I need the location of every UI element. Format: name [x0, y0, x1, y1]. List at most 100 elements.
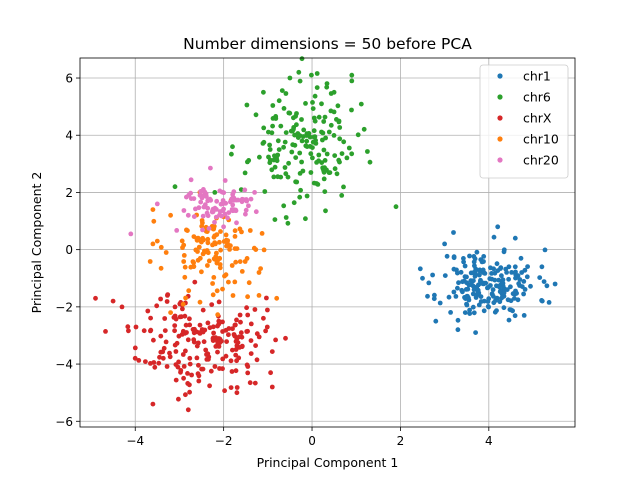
legend-marker-chr6 [497, 94, 503, 100]
data-point [491, 300, 497, 306]
data-point [268, 370, 273, 376]
data-point [501, 247, 507, 253]
data-point [316, 152, 322, 158]
data-point [222, 178, 228, 183]
data-point [210, 242, 215, 248]
data-point [229, 263, 235, 268]
data-point [158, 333, 164, 339]
data-point [176, 333, 182, 339]
data-point [283, 215, 289, 220]
data-point [243, 207, 249, 213]
data-point [215, 349, 220, 355]
data-point [294, 122, 299, 128]
data-point [464, 301, 469, 307]
data-point [281, 203, 287, 209]
data-point [261, 315, 266, 321]
data-point [475, 287, 481, 293]
data-point [173, 377, 179, 383]
data-point [476, 282, 481, 288]
data-point [310, 106, 316, 111]
data-point [467, 307, 472, 313]
data-point [207, 325, 213, 331]
series-chr1 [417, 224, 558, 335]
data-point [221, 206, 227, 212]
data-point [204, 352, 209, 357]
data-point [164, 364, 170, 369]
data-point [339, 151, 345, 157]
data-point [222, 211, 228, 217]
data-point [458, 269, 464, 275]
data-point [229, 369, 235, 374]
data-point [158, 244, 164, 250]
data-point [358, 101, 364, 107]
data-point [187, 322, 193, 328]
data-point [476, 272, 482, 278]
data-point [430, 272, 435, 278]
data-point [486, 296, 492, 302]
data-point [217, 188, 223, 194]
y-tick-label: −2 [55, 300, 73, 314]
data-point [214, 198, 220, 204]
data-point [521, 313, 527, 318]
data-point [505, 297, 511, 303]
data-point [217, 209, 223, 214]
data-point [417, 266, 423, 272]
data-point [152, 364, 158, 370]
data-point [205, 250, 211, 256]
data-point [270, 123, 275, 129]
data-point [367, 159, 373, 165]
data-point [198, 189, 204, 194]
data-point [242, 259, 248, 264]
data-point [304, 193, 310, 199]
data-point [205, 236, 211, 242]
legend: chr1 chr6 chrX chr10 chr20 [479, 64, 569, 179]
data-point [321, 147, 327, 153]
data-point [246, 280, 252, 286]
data-point [462, 310, 468, 315]
data-point [232, 228, 238, 234]
data-point [491, 234, 497, 240]
data-point [420, 275, 425, 281]
data-point [492, 270, 498, 276]
data-point [310, 100, 315, 105]
data-point [269, 130, 275, 136]
data-point [211, 234, 217, 240]
data-point [230, 347, 235, 353]
data-point [451, 266, 457, 272]
data-point [327, 170, 333, 176]
data-point [243, 211, 248, 217]
data-point [196, 373, 202, 379]
data-point [226, 332, 231, 338]
data-point [221, 224, 227, 230]
data-point [252, 307, 258, 312]
data-point [237, 312, 243, 318]
data-point [243, 197, 249, 202]
data-point [508, 307, 514, 313]
data-point [230, 326, 235, 332]
data-point [210, 336, 216, 342]
data-point [269, 384, 275, 390]
data-point [467, 253, 472, 259]
data-point [298, 187, 303, 193]
data-point [213, 254, 219, 259]
data-point [176, 359, 182, 365]
x-tick-label: −4 [126, 434, 144, 448]
data-point [272, 153, 277, 159]
data-point [224, 339, 230, 344]
data-point [205, 240, 211, 246]
data-point [474, 249, 480, 255]
data-point [199, 218, 205, 223]
data-point [199, 223, 205, 229]
data-point [183, 295, 189, 301]
data-point [187, 316, 192, 322]
data-point [158, 265, 164, 271]
data-point [261, 125, 267, 131]
data-point [322, 158, 328, 163]
data-point [181, 375, 187, 381]
data-point [271, 174, 277, 180]
data-point [283, 335, 288, 341]
x-tick-label: 4 [485, 434, 493, 448]
data-point [214, 288, 220, 294]
data-point [285, 220, 291, 226]
data-point [181, 259, 187, 264]
